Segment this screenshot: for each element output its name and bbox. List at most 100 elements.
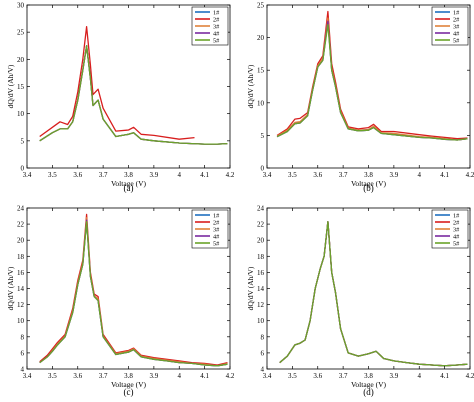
x-axis-title: Voltage (V) (111, 179, 147, 188)
y-tick-label: 20 (257, 237, 265, 245)
legend-label: 2# (453, 16, 459, 23)
legend-label: 5# (453, 37, 459, 44)
x-axis-title: Voltage (V) (111, 380, 147, 389)
x-tick-label: 3.4 (23, 372, 32, 380)
legend-label: 4# (453, 30, 459, 37)
x-tick-label: 3.7 (99, 372, 108, 380)
x-tick-label: 3.9 (150, 372, 159, 380)
x-tick-label: 3.7 (339, 372, 348, 380)
y-tick-label: 16 (17, 269, 25, 277)
y-tick-label: 10 (257, 99, 265, 107)
y-tick-label: 12 (17, 301, 25, 309)
x-tick-label: 3.9 (390, 171, 399, 179)
x-tick-label: 3.7 (99, 171, 108, 179)
legend-label: 1# (453, 212, 459, 219)
legend-label: 4# (453, 233, 459, 240)
chart-panel-d: 3.4 3.5 3.6 3.7 3.8 3.9 4 4.1 4.2 4 6 8 10 12 14 16 18 20… (246, 205, 474, 398)
x-tick-label: 3.4 (263, 372, 272, 380)
y-tick-label: 6 (21, 349, 25, 357)
y-axis-title: dQ/dV (Ah/V) (6, 64, 15, 108)
y-tick-label: 10 (257, 317, 265, 325)
x-tick-label: 3.8 (364, 171, 373, 179)
y-tick-label: 14 (257, 285, 265, 293)
x-tick-label: 3.6 (313, 372, 322, 380)
series-group (39, 213, 228, 367)
series-line-2 (39, 26, 195, 140)
legend-label: 3# (453, 23, 459, 30)
x-tick-label: 3.4 (263, 171, 272, 179)
legend: 1#2#3#4#5# (431, 6, 469, 46)
y-tick-label: 25 (17, 29, 25, 37)
y-tick-label: 22 (257, 221, 265, 229)
y-tick-label: 18 (257, 253, 265, 261)
chart-panel-c: 3.4 3.5 3.6 3.7 3.8 3.9 4 4.1 4.2 4 6 8 10 12 14 16 18 20… (6, 205, 235, 398)
series-line-5 (276, 23, 468, 141)
x-tick-label: 4.2 (466, 372, 474, 380)
x-tick-label: 4.2 (226, 171, 235, 179)
y-tick-label: 4 (261, 366, 265, 374)
legend-label: 4# (213, 30, 219, 37)
x-tick-label: 3.6 (73, 372, 82, 380)
x-tick-label: 3.9 (150, 171, 159, 179)
y-tick-label: 20 (17, 237, 25, 245)
legend-label: 1# (453, 9, 459, 16)
x-tick-label: 3.8 (364, 372, 373, 380)
y-tick-label: 8 (21, 333, 25, 341)
legend-label: 4# (213, 233, 219, 240)
legend-label: 3# (213, 226, 219, 233)
y-tick-label: 20 (17, 56, 25, 64)
x-tick-label: 3.4 (23, 171, 32, 179)
series-line-5 (279, 221, 468, 367)
y-tick-label: 0 (21, 165, 25, 173)
x-tick-label: 3.8 (124, 171, 133, 179)
series-line-5 (39, 45, 228, 145)
x-tick-label: 4.1 (200, 171, 209, 179)
x-tick-label: 3.9 (390, 372, 399, 380)
x-tick-label: 4 (418, 372, 422, 380)
y-tick-label: 6 (261, 349, 265, 357)
y-tick-label: 24 (257, 205, 265, 213)
y-tick-label: 8 (261, 333, 265, 341)
x-tick-label: 4 (418, 171, 422, 179)
y-axis-title: dQ/dV (Ah/V) (6, 266, 15, 310)
y-tick-label: 5 (261, 132, 265, 140)
x-tick-label: 3.6 (73, 171, 82, 179)
legend-label: 2# (213, 16, 219, 23)
y-tick-label: 16 (257, 269, 265, 277)
legend-label: 2# (453, 219, 459, 226)
y-tick-label: 10 (17, 317, 25, 325)
series-group (279, 221, 468, 367)
y-tick-label: 22 (17, 221, 25, 229)
panel-label: (c) (124, 387, 134, 397)
legend: 1#2#3#4#5# (191, 6, 229, 46)
legend-label: 3# (453, 226, 459, 233)
y-tick-label: 15 (257, 67, 265, 75)
y-tick-label: 5 (21, 137, 25, 145)
y-tick-label: 14 (17, 285, 25, 293)
x-tick-label: 3.5 (48, 171, 57, 179)
legend-label: 3# (213, 23, 219, 30)
y-tick-label: 0 (261, 165, 265, 173)
chart-panel-a: 3.4 3.5 3.6 3.7 3.8 3.9 4 4.1 4.2 0 5 10 15 20 25 30 Vol… (6, 2, 235, 194)
series-group (276, 10, 468, 141)
y-tick-label: 18 (17, 253, 25, 261)
y-axis-title: dQ/dV (Ah/V) (246, 64, 255, 108)
x-tick-label: 3.6 (313, 171, 322, 179)
panel-label: (a) (124, 183, 134, 193)
y-tick-label: 10 (17, 110, 25, 118)
panel-label: (b) (363, 183, 374, 193)
legend: 1#2#3#4#5# (431, 209, 469, 249)
x-tick-label: 4 (178, 171, 182, 179)
x-axis-title: Voltage (V) (351, 179, 387, 188)
x-tick-label: 3.7 (339, 171, 348, 179)
y-tick-label: 12 (257, 301, 265, 309)
x-tick-label: 4.2 (466, 171, 474, 179)
x-tick-label: 3.5 (288, 171, 297, 179)
x-tick-label: 3.5 (288, 372, 297, 380)
x-tick-label: 4.1 (440, 171, 449, 179)
legend-label: 5# (213, 240, 219, 247)
y-tick-label: 30 (17, 2, 25, 10)
legend-label: 2# (213, 219, 219, 226)
y-tick-label: 20 (257, 34, 265, 42)
